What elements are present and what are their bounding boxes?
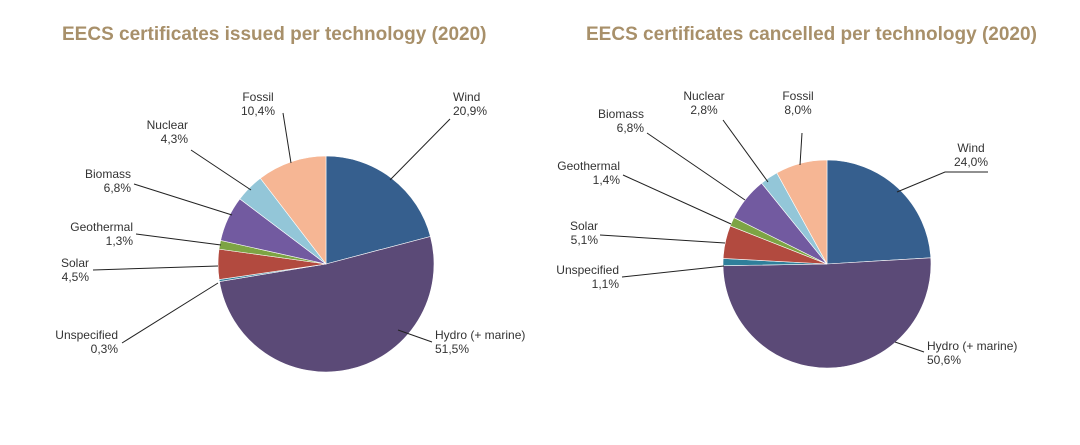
slice-label-solar: Solar [570, 219, 598, 233]
chart-title-cancelled: EECS certificates cancelled per technolo… [586, 24, 1037, 45]
leader-line-unspecified [621, 265, 725, 278]
slice-value-unspecified: 1,1% [592, 277, 620, 291]
leader-line-hydro-marine [397, 329, 433, 343]
slice-value-biomass: 6,8% [104, 181, 132, 195]
leader-line-nuclear [722, 119, 769, 183]
leader-line-geothermal [622, 174, 732, 225]
slice-value-nuclear: 2,8% [690, 103, 718, 117]
slice-value-geothermal: 1,3% [106, 234, 134, 248]
slice-label-wind: Wind [957, 141, 984, 155]
leader-line-hydro-marine [894, 341, 925, 353]
slice-value-solar: 4,5% [62, 270, 90, 284]
slice-label-hydro-marine: Hydro (+ marine) [435, 328, 525, 342]
slice-value-unspecified: 0,3% [91, 342, 119, 356]
slice-label-nuclear: Nuclear [147, 118, 188, 132]
slice-label-unspecified: Unspecified [55, 328, 118, 342]
slice-label-biomass: Biomass [85, 167, 131, 181]
chart-title-issued: EECS certificates issued per technology … [62, 24, 487, 45]
slice-label-fossil: Fossil [782, 89, 813, 103]
slice-label-geothermal: Geothermal [70, 220, 133, 234]
slice-value-nuclear: 4,3% [161, 132, 189, 146]
leader-line-geothermal [135, 233, 222, 246]
slice-label-biomass: Biomass [598, 107, 644, 121]
leader-line-biomass [646, 132, 746, 201]
leader-line-fossil [799, 132, 803, 166]
leader-line-solar [599, 234, 726, 244]
slice-label-solar: Solar [61, 256, 89, 270]
leader-line-biomass [133, 183, 233, 216]
slice-value-fossil: 8,0% [784, 103, 812, 117]
slice-label-wind: Wind [453, 90, 480, 104]
slice-value-hydro-marine: 51,5% [435, 342, 469, 356]
leader-line-fossil [282, 112, 292, 164]
slice-value-geothermal: 1,4% [593, 173, 621, 187]
slice-value-wind: 24,0% [954, 155, 988, 169]
slice-label-nuclear: Nuclear [683, 89, 724, 103]
leader-line-solar [92, 265, 219, 271]
leader-line-nuclear [190, 149, 252, 191]
leader-line-unspecified [121, 282, 219, 344]
slice-value-fossil: 10,4% [241, 104, 275, 118]
pie-slice-hydro-marine [722, 257, 932, 369]
pie-slice-fossil [776, 159, 828, 265]
slice-value-biomass: 6,8% [617, 121, 645, 135]
slice-value-hydro-marine: 50,6% [927, 353, 961, 367]
slice-label-fossil: Fossil [242, 90, 273, 104]
slice-value-wind: 20,9% [453, 104, 487, 118]
pie-slice-wind [826, 159, 932, 265]
slice-value-solar: 5,1% [571, 233, 599, 247]
pie-slice-hydro-marine [219, 236, 435, 373]
slice-label-geothermal: Geothermal [557, 159, 620, 173]
leader-line-wind [389, 118, 451, 181]
slice-label-hydro-marine: Hydro (+ marine) [927, 339, 1017, 353]
leader-line-wind [896, 171, 988, 193]
slice-label-unspecified: Unspecified [556, 263, 619, 277]
pie-slice-fossil [259, 155, 327, 265]
